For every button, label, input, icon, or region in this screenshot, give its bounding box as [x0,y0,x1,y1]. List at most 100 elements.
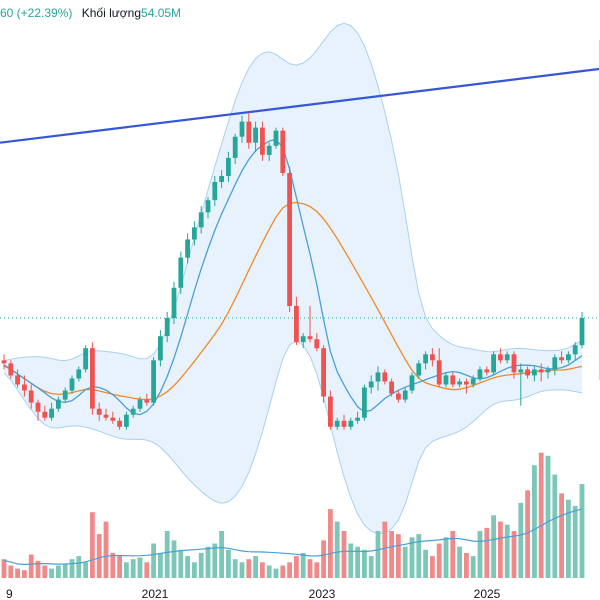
candle-body [430,354,435,361]
volume-bar [83,562,88,578]
candle-body [130,408,136,415]
candle-body [525,369,530,376]
candle-body [198,212,204,228]
candle-body [260,127,265,155]
volume-bar [375,531,381,578]
candle-body [28,390,34,403]
volume-bar [8,565,14,578]
volume-bar [103,521,109,578]
candle-body [545,369,551,373]
chart-header: 60 (+22.39%) Khối lượng54.05M [0,6,181,20]
volume-bar [396,534,401,578]
volume-bar [266,565,272,578]
volume-bar [246,559,252,578]
candle-body [321,348,326,397]
candle-body [328,396,333,427]
candle-body [124,414,129,427]
candle-body [164,318,170,337]
volume-bar [22,570,27,578]
volume-bar [185,556,190,578]
volume-bar [253,556,258,578]
volume-bar [96,534,102,578]
candle-body [552,357,558,370]
volume-bar [239,562,245,578]
candle-body [266,145,272,155]
volume-bar [192,562,197,578]
candle-body [49,408,54,418]
candle-body [103,414,109,418]
candle-body [8,363,14,376]
volume-bar [328,509,333,578]
candle-body [137,399,143,409]
candle-body [498,354,503,361]
volume-bar [62,563,68,578]
volume-bar [477,531,483,578]
candle-body [470,378,476,385]
volume-bar [219,531,224,578]
volume-bar [470,556,476,578]
candle-body [110,417,116,421]
candle-body [491,354,496,373]
candle-body [246,121,252,143]
volume-bar [355,546,360,578]
volume-bar [341,531,347,578]
candle-body [117,420,122,427]
volume-bar [260,562,265,578]
volume-bar [198,552,204,578]
volume-bar [273,568,279,578]
volume-bar [491,515,496,578]
candle-body [348,420,354,427]
candle-body [226,157,231,176]
candle-body [90,348,95,409]
candle-body [477,369,483,379]
candle-body [171,287,177,318]
volume-bar [226,549,231,578]
candle-body [511,354,517,373]
candle-body [409,375,415,391]
volume-bar [178,549,184,578]
volume-bar [348,543,354,578]
candle-body [375,372,381,382]
volume-bar [212,543,218,578]
candle-body [1,360,7,364]
volume-bar [430,556,435,578]
volume-bar [35,560,41,578]
volume-bar [158,552,163,578]
volume-bar [280,565,286,578]
candle-body [35,402,41,412]
volume-bar [171,540,177,578]
volume-bar [464,552,469,578]
candle-body [538,369,544,373]
candle-body [42,411,48,418]
x-tick-label: 2025 [474,587,501,600]
candle-body [389,381,394,394]
candle-body [457,381,462,385]
volume-moving-average [3,508,583,566]
candle-body [22,384,27,391]
volume-bar [504,524,510,578]
candle-body [219,176,224,182]
candle-body [416,363,422,376]
candle-body [294,305,299,343]
volume-bar [130,559,136,578]
candle-body [402,390,408,400]
volume-bar [334,521,340,578]
volume-bar [144,562,150,578]
volume-bar [90,512,95,578]
candle-body [151,360,156,403]
volume-bar [443,537,449,578]
volume-bar [1,559,7,578]
x-tick-label: 2021 [142,587,169,600]
x-tick-label: 2023 [309,587,336,600]
candle-body [579,318,585,346]
volume-bar [294,556,299,578]
candle-body [144,399,150,403]
volume-bar [498,521,503,578]
candle-body [464,381,469,385]
candle-body [178,257,184,288]
volume-bar [579,484,585,578]
volume-bar [511,531,517,578]
volume-bar [484,527,490,578]
volume-bar [287,562,292,578]
